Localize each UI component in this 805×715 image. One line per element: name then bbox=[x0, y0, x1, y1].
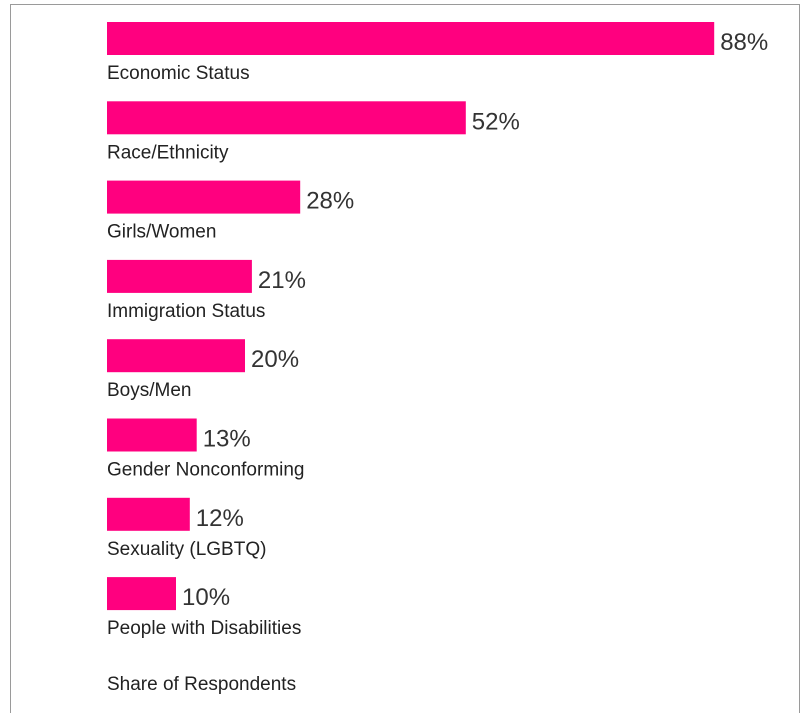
bar bbox=[107, 339, 245, 373]
value-label: 13% bbox=[203, 426, 251, 453]
category-label: Girls/Women bbox=[107, 222, 216, 243]
value-label: 52% bbox=[472, 108, 520, 135]
bar bbox=[107, 418, 197, 452]
bar-group: 52% Race/Ethnicity bbox=[107, 101, 520, 163]
bar-group: 10% People with Disabilities bbox=[107, 577, 301, 639]
category-label: Boys/Men bbox=[107, 380, 191, 401]
bar bbox=[107, 22, 715, 55]
bar-group: 12% Sexuality (LGBTQ) bbox=[107, 497, 266, 560]
bar-group: 21% Immigration Status bbox=[107, 259, 306, 322]
x-axis-title: Share of Respondents bbox=[107, 674, 296, 695]
bar bbox=[107, 497, 190, 531]
value-label: 28% bbox=[306, 188, 354, 215]
bar bbox=[107, 101, 466, 135]
category-label: People with Disabilities bbox=[107, 618, 301, 639]
value-label: 12% bbox=[196, 505, 244, 532]
bar bbox=[107, 259, 252, 293]
bar-group: 20% Boys/Men bbox=[107, 339, 299, 401]
category-label: Immigration Status bbox=[107, 301, 265, 322]
value-label: 88% bbox=[720, 29, 768, 56]
chart-frame bbox=[10, 4, 800, 713]
bars-layer: 88% Economic Status 52% Race/Ethnicity 28% Gi… bbox=[107, 22, 768, 639]
category-label: Gender Nonconforming bbox=[107, 460, 305, 481]
bar-group: 88% Economic Status bbox=[107, 22, 768, 84]
bar-group: 28% Girls/Women bbox=[107, 180, 354, 243]
bar bbox=[107, 180, 301, 214]
bar-group: 13% Gender Nonconforming bbox=[107, 418, 305, 481]
category-label: Sexuality (LGBTQ) bbox=[107, 539, 266, 560]
bar bbox=[107, 577, 176, 611]
category-label: Economic Status bbox=[107, 63, 250, 84]
category-label: Race/Ethnicity bbox=[107, 142, 229, 163]
value-label: 20% bbox=[251, 346, 299, 373]
value-label: 21% bbox=[258, 267, 306, 294]
value-label: 10% bbox=[182, 584, 230, 611]
